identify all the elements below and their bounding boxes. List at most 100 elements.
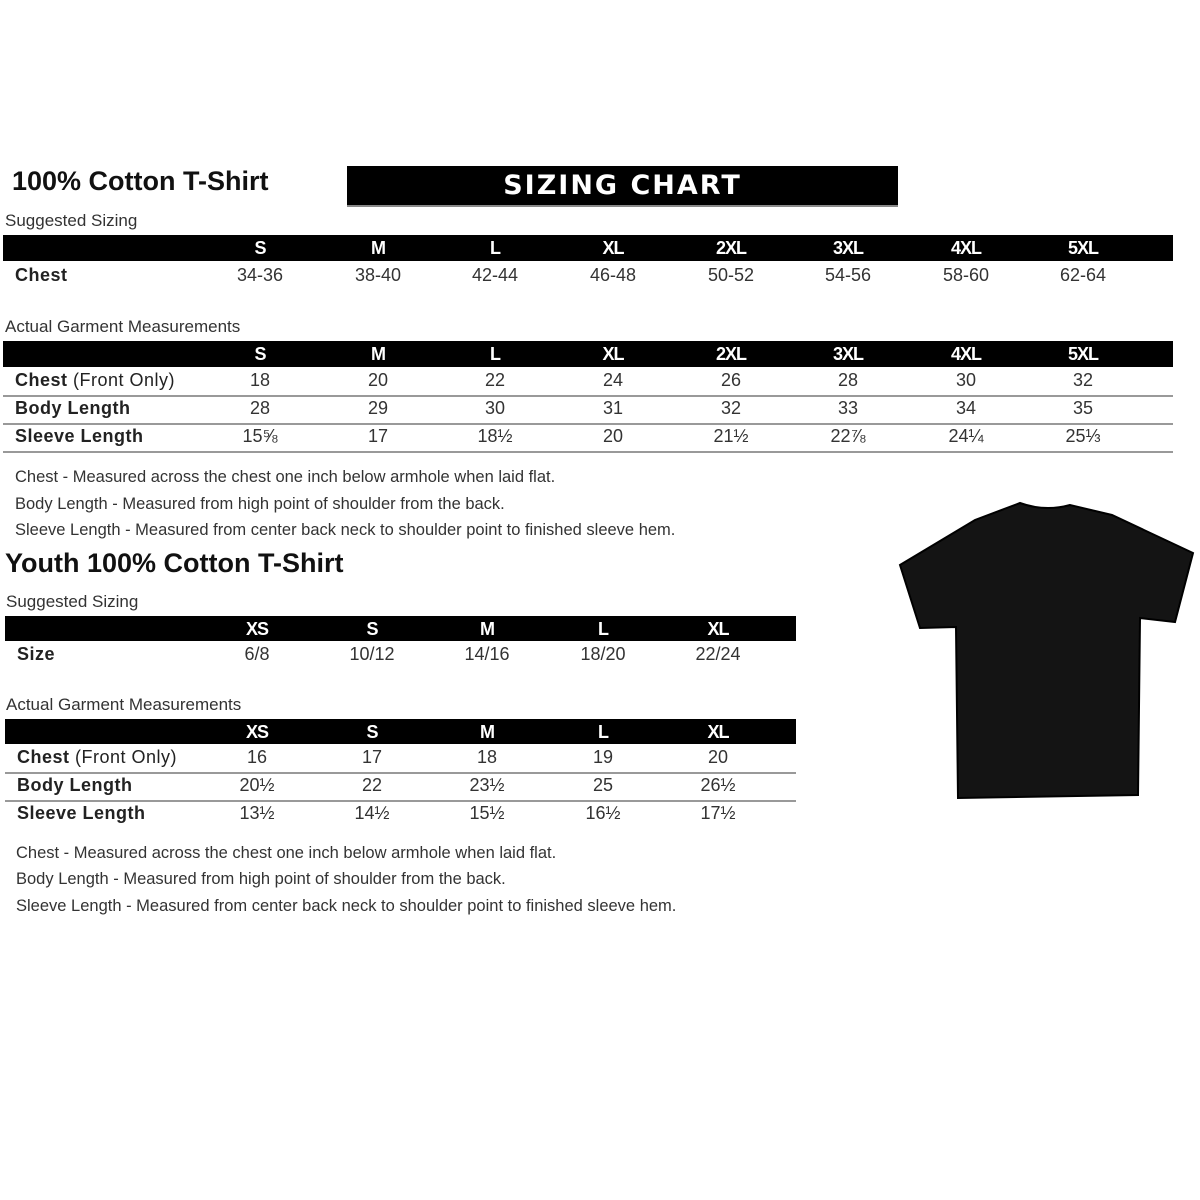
row-label: Chest (15, 262, 68, 288)
table-cell: 25⅓ (1065, 426, 1101, 446)
table-cell: 34 (955, 398, 977, 418)
table-cell: 46-48 (589, 265, 637, 285)
table-cell: 17½ (700, 803, 736, 823)
table-cell: 23½ (469, 775, 505, 795)
adult-note-chest: Chest - Measured across the chest one in… (15, 468, 556, 486)
size-header-m: M (371, 238, 386, 258)
size-header-5xl: 5XL (1067, 238, 1099, 258)
row-label-text: Body Length (17, 775, 133, 795)
row-label-text: Body Length (15, 398, 131, 418)
row-label: Chest (Front Only) (17, 744, 177, 770)
table-cell: 30 (484, 398, 506, 418)
table-cell: 13½ (239, 803, 275, 823)
table-cell: 42-44 (471, 265, 519, 285)
table-cell: 18 (476, 747, 498, 767)
table-cell: 10/12 (349, 644, 395, 664)
table-cell: 22 (484, 370, 506, 390)
table-cell: 54-56 (824, 265, 872, 285)
row-label: Sleeve Length (15, 423, 144, 449)
table-cell: 22⅞ (830, 426, 866, 446)
table-cell: 15½ (469, 803, 505, 823)
row-label: Sleeve Length (17, 800, 146, 826)
youth-measurements-label: Actual Garment Measurements (6, 695, 242, 714)
table-cell: 26 (720, 370, 742, 390)
row-label-text: Chest (15, 265, 68, 285)
table-cell: 17 (367, 426, 389, 446)
table-cell: 18/20 (580, 644, 626, 664)
table-cell: 6/8 (244, 644, 270, 664)
row-label: Body Length (15, 395, 131, 421)
size-header-l: L (598, 619, 609, 639)
size-header-s: S (254, 344, 266, 364)
table-cell: 32 (1072, 370, 1094, 390)
table-cell: 31 (602, 398, 624, 418)
youth-suggested-header: XS S M L XL (5, 616, 796, 641)
table-row: Sleeve Length 15⅝ 17 18½ 20 21½ 22⅞ 24¼ 25⅓ (3, 423, 1173, 453)
table-cell: 35 (1072, 398, 1094, 418)
row-label-text: Chest (17, 747, 70, 767)
size-header-m: M (371, 344, 386, 364)
row-label-suffix: (Front Only) (67, 370, 176, 390)
row-label-text: Sleeve Length (17, 803, 146, 823)
adult-note-sleeve-length: Sleeve Length - Measured from center bac… (15, 521, 676, 539)
table-cell: 20 (707, 747, 729, 767)
table-row: Body Length 28 29 30 31 32 33 34 35 (3, 395, 1173, 425)
table-cell: 30 (955, 370, 977, 390)
row-label-suffix: (Front Only) (69, 747, 178, 767)
table-cell: 29 (367, 398, 389, 418)
table-cell: 17 (361, 747, 383, 767)
size-header-s: S (366, 619, 378, 639)
row-label-text: Size (17, 644, 56, 664)
size-header-xl: XL (707, 619, 729, 639)
size-header-l: L (490, 344, 501, 364)
table-cell: 58-60 (942, 265, 990, 285)
adult-measurements-header: S M L XL 2XL 3XL 4XL 5XL (3, 341, 1173, 367)
adult-title: 100% Cotton T-Shirt (12, 166, 269, 196)
size-header-m: M (480, 722, 495, 742)
size-header-3xl: 3XL (832, 238, 864, 258)
size-header-l: L (598, 722, 609, 742)
row-label-text: Chest (15, 370, 68, 390)
table-cell: 22/24 (695, 644, 741, 664)
size-header-5xl: 5XL (1067, 344, 1099, 364)
size-header-xs: XS (245, 722, 269, 742)
table-cell: 33 (837, 398, 859, 418)
size-header-3xl: 3XL (832, 344, 864, 364)
row-label: Chest (Front Only) (15, 367, 175, 393)
sizing-chart-banner: SIZING CHART (347, 166, 898, 205)
table-row: Chest (Front Only) 18 20 22 24 26 28 30 32 (3, 367, 1173, 397)
youth-measurements-header: XS S M L XL (5, 719, 796, 744)
table-cell: 21½ (713, 426, 749, 446)
size-header-s: S (366, 722, 378, 742)
table-cell: 34-36 (236, 265, 284, 285)
table-cell: 18 (249, 370, 271, 390)
row-label-text: Sleeve Length (15, 426, 144, 446)
table-cell: 20 (602, 426, 624, 446)
size-header-2xl: 2XL (715, 344, 747, 364)
table-cell: 16 (246, 747, 268, 767)
adult-note-body-length: Body Length - Measured from high point o… (15, 495, 505, 513)
youth-note-chest: Chest - Measured across the chest one in… (16, 844, 557, 862)
table-row: Chest 34-36 38-40 42-44 46-48 50-52 54-56 58-60… (3, 262, 1173, 290)
adult-suggested-label: Suggested Sizing (5, 211, 138, 230)
row-label: Body Length (17, 772, 133, 798)
size-header-xl: XL (602, 238, 624, 258)
youth-note-sleeve-length: Sleeve Length - Measured from center bac… (16, 897, 677, 915)
table-cell: 25 (592, 775, 614, 795)
table-cell: 20½ (239, 775, 275, 795)
table-cell: 14/16 (464, 644, 510, 664)
size-header-xl: XL (707, 722, 729, 742)
table-row: Body Length 20½ 22 23½ 25 26½ (5, 772, 796, 802)
size-header-4xl: 4XL (950, 344, 982, 364)
table-cell: 62-64 (1059, 265, 1107, 285)
table-cell: 15⅝ (242, 426, 278, 446)
table-cell: 18½ (477, 426, 513, 446)
table-cell: 38-40 (354, 265, 402, 285)
table-cell: 24¼ (948, 426, 984, 446)
table-cell: 32 (720, 398, 742, 418)
size-header-s: S (254, 238, 266, 258)
size-header-xs: XS (245, 619, 269, 639)
table-cell: 28 (837, 370, 859, 390)
table-cell: 19 (592, 747, 614, 767)
